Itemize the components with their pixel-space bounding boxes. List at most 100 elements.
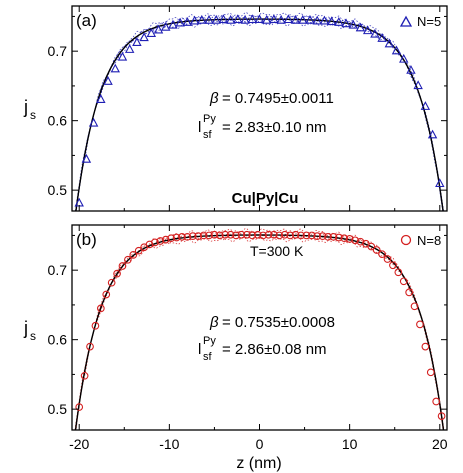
panel-b-data-point	[221, 230, 230, 239]
panel-a-data-point	[399, 53, 409, 63]
panel-a-data-point	[218, 14, 229, 24]
panel-b-data-point	[345, 235, 354, 243]
panel-a-data-point	[204, 14, 214, 24]
panel-b-data-point	[351, 236, 359, 245]
panel-a-data-point	[391, 45, 402, 55]
temperature-label: T=300 K	[250, 243, 304, 259]
panel-b-y-axis-label: j	[23, 318, 28, 338]
panel-b-data-point	[324, 232, 332, 241]
panel-a-data-point	[225, 14, 236, 24]
panel-b-data-point	[199, 231, 208, 240]
panel-b-data-point	[151, 238, 159, 247]
panel-a-data-points	[74, 14, 445, 207]
panel-a-data-point	[261, 14, 272, 24]
panel-a-data-point	[132, 37, 142, 46]
panel-b-data-point	[318, 232, 327, 240]
panel-a-data-point	[161, 21, 171, 31]
panel-a-data-point	[146, 28, 157, 37]
panel-a-data-point	[435, 178, 445, 188]
panel-a-y-tick-label: 0.6	[48, 113, 68, 129]
panel-a-data-point	[254, 14, 265, 24]
panel-a-data-point	[334, 17, 344, 26]
panel-a-data-point	[355, 22, 366, 32]
panel-a-lsf-value: = 2.83±0.10 nm	[222, 119, 327, 136]
panel-a-beta-symbol: β	[209, 90, 219, 107]
panel-a-data-point	[103, 76, 113, 85]
panel-b-data-point	[329, 232, 338, 241]
panel-b-data-point	[334, 233, 343, 242]
panel-b-beta-symbol: β	[209, 314, 219, 331]
panel-b-data-point	[389, 261, 397, 270]
panel-b-data-point	[410, 302, 419, 311]
panel-b-data-point	[215, 231, 224, 240]
panel-b-data-point	[302, 231, 311, 240]
panel-b-lsf-value: = 2.86±0.08 nm	[222, 341, 327, 358]
panel-b-data-point	[367, 242, 376, 251]
panel-a-data-point	[233, 14, 243, 24]
panel-a-lsf-symbol: l	[198, 119, 201, 136]
panel-a-data-point	[117, 51, 128, 61]
panel-a-lsf-superscript: Py	[203, 113, 216, 125]
panel-a-data-point	[189, 15, 200, 25]
panel-a-data-point	[406, 64, 416, 74]
panel-b-data-point	[264, 230, 273, 239]
panel-b-data-point	[416, 320, 424, 329]
panel-b-legend-label: N=8	[417, 233, 441, 248]
panel-b-data-point	[107, 278, 116, 287]
panel-b-data-point	[113, 269, 121, 278]
x-axis-label: z (nm)	[236, 455, 281, 472]
panel-b-label: (b)	[76, 230, 97, 249]
panel-a-data-point	[197, 14, 207, 24]
panel-a-data-point	[377, 33, 387, 42]
panel-a: 0.5 0.6 0.7 (a) N=5 β = 0.7495±0.0011 l Py…	[23, 5, 448, 212]
panel-b-data-point	[383, 255, 392, 263]
panel-b-data-point	[237, 230, 246, 239]
panel-b-x-tick-label: 20	[432, 436, 448, 452]
panel-a-data-point	[124, 44, 135, 53]
panel-b-data-point	[80, 371, 89, 380]
panel-b-data-point	[129, 251, 138, 259]
panel-b-y-tick-label: 0.6	[48, 332, 68, 348]
panel-b-data-point	[313, 232, 322, 240]
panel-b-x-tick-label: -20	[69, 436, 89, 452]
panel-a-data-point	[283, 14, 294, 24]
panel-b-legend-circle-icon	[400, 234, 412, 246]
panel-a-data-point	[319, 15, 330, 25]
panel-b-data-point	[102, 290, 111, 299]
panel-b-data-point	[426, 368, 435, 377]
panel-a-frame	[71, 5, 448, 212]
panel-b-data-point	[280, 230, 289, 239]
panel-a-y-tick-label: 0.7	[48, 43, 68, 59]
panel-a-data-point	[276, 14, 286, 24]
panel-a-legend-label: N=5	[417, 14, 441, 29]
panel-b-x-ticks: -20 -10 0 10 20	[69, 225, 448, 452]
panel-a-data-point	[305, 14, 315, 24]
panel-a-label: (a)	[76, 11, 97, 30]
panel-a-data-point	[370, 28, 380, 38]
panel-b-data-point	[372, 246, 381, 254]
panel-a-x-ticks	[78, 6, 441, 211]
panel-b-data-point	[86, 342, 94, 351]
panel-b-data-point	[291, 230, 300, 239]
panel-a-lsf-subscript: sf	[203, 129, 213, 141]
panel-a-y-tick-label: 0.5	[48, 182, 68, 198]
panel-a-data-point	[88, 117, 99, 127]
panel-b-data-point	[134, 246, 143, 255]
panel-b-data-point	[156, 237, 165, 245]
panel-b-data-point	[437, 412, 446, 420]
panel-b-data-point	[232, 231, 240, 240]
panel-b-data-point	[399, 277, 408, 286]
panel-a-data-point	[110, 63, 120, 73]
panel-b: 0.50.60.7 -20 -10 0 10 20 (b) N=8 T=300 K β …	[23, 224, 448, 472]
panel-b-data-point	[194, 232, 203, 240]
panel-b-data-point	[394, 268, 403, 277]
panel-b-data-point	[286, 231, 294, 240]
panel-a-data-point	[348, 19, 358, 29]
panel-b-data-point	[172, 233, 181, 242]
panel-a-data-point	[269, 14, 279, 24]
panel-b-data-point	[75, 403, 84, 411]
panel-b-x-tick-label: 0	[256, 436, 264, 452]
panel-b-data-point	[378, 250, 386, 259]
panel-a-data-point	[81, 153, 92, 163]
